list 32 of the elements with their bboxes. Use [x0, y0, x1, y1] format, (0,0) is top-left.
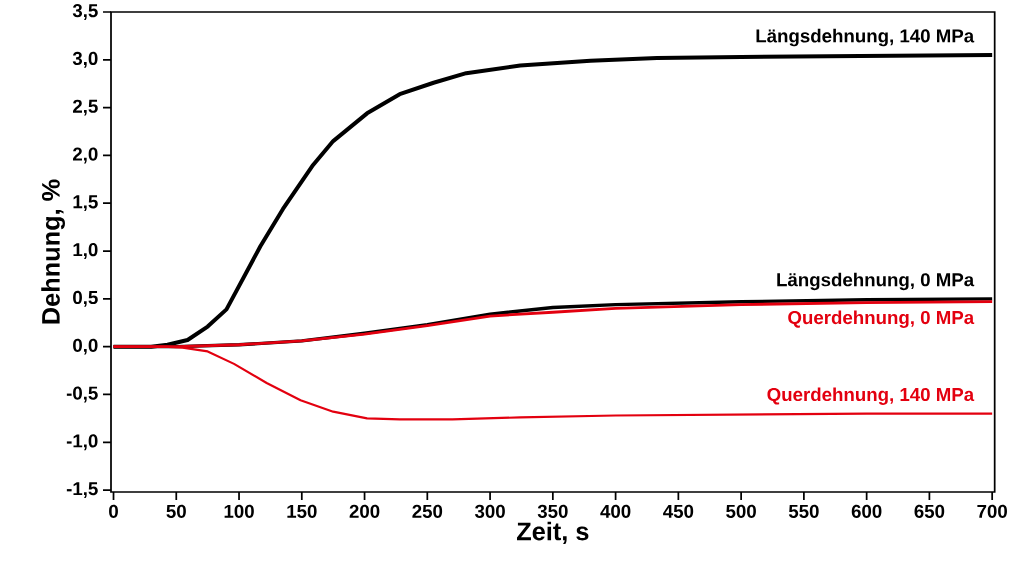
y-axis-title: Dehnung, %	[41, 179, 65, 324]
x-tick-label: 0	[109, 504, 118, 518]
x-tick-label: 400	[600, 504, 631, 518]
x-tick-label: 450	[663, 504, 694, 518]
y-tick-label: 2,0	[72, 147, 98, 164]
x-tick-label: 650	[914, 504, 945, 518]
y-tick-label: 1,0	[73, 243, 98, 259]
x-axis-title: Zeit, s	[516, 521, 589, 545]
y-tick-label: 3,0	[72, 51, 98, 68]
y-tick-label: 1,5	[73, 195, 98, 212]
x-tick-label: 100	[224, 504, 254, 518]
y-tick-label: 0,5	[73, 290, 98, 307]
x-tick-label: 250	[412, 504, 443, 518]
y-tick-label: 3,5	[72, 4, 98, 20]
x-tick-label: 50	[166, 504, 186, 518]
x-tick-label: 350	[537, 504, 568, 518]
x-tick-label: 550	[788, 504, 819, 518]
y-tick-label: 0,0	[73, 338, 98, 355]
x-tick-label: 300	[474, 504, 505, 518]
y-tick-label: 2,5	[72, 99, 98, 116]
series-label: Querdehnung, 0 MPa	[788, 310, 975, 328]
y-tick-label: -1,0	[66, 434, 98, 451]
series-label: Längsdehnung, 0 MPa	[777, 272, 975, 291]
x-tick-label: 600	[851, 504, 882, 518]
y-tick-label: -1,5	[66, 482, 98, 498]
x-tick-label: 200	[349, 504, 380, 518]
y-tick-label: -0,5	[66, 386, 98, 403]
series-label: Längsdehnung, 140 MPa	[756, 28, 975, 47]
x-tick-label: 150	[287, 504, 317, 518]
x-tick-label: 700	[977, 504, 1007, 518]
series-label: Querdehnung, 140 MPa	[767, 387, 975, 405]
x-tick-label: 500	[726, 504, 756, 518]
